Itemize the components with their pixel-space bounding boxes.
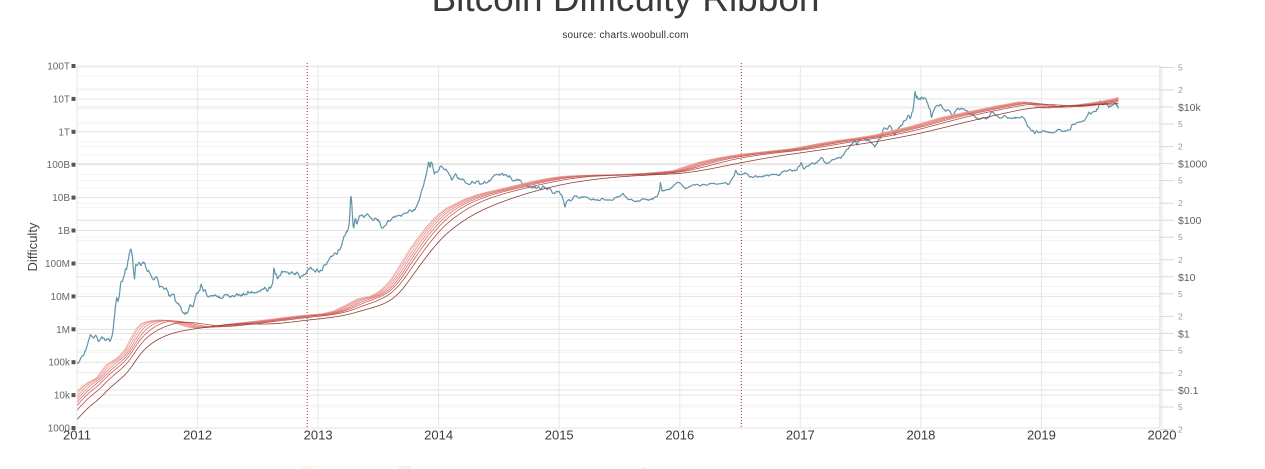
svg-text:5: 5 [1178, 402, 1183, 412]
svg-text:2: 2 [1178, 198, 1183, 208]
svg-text:5: 5 [1178, 232, 1183, 242]
svg-text:$1: $1 [1178, 328, 1190, 340]
svg-text:2: 2 [1178, 425, 1183, 435]
svg-text:100k: 100k [48, 358, 71, 369]
svg-text:1000: 1000 [48, 424, 71, 435]
svg-text:1M: 1M [56, 325, 70, 336]
svg-text:$10: $10 [1178, 272, 1196, 284]
svg-text:2016: 2016 [665, 428, 694, 443]
svg-text:Difficulty: Difficulty [25, 222, 40, 271]
svg-text:2015: 2015 [545, 428, 574, 443]
svg-text:$10k: $10k [1178, 102, 1202, 114]
svg-text:1B: 1B [58, 226, 71, 237]
svg-text:$1000: $1000 [1178, 159, 1207, 171]
svg-text:2: 2 [1178, 255, 1183, 265]
svg-text:2012: 2012 [183, 428, 212, 443]
svg-text:2014: 2014 [424, 428, 453, 443]
svg-text:5: 5 [1178, 289, 1183, 299]
svg-text:5: 5 [1178, 345, 1183, 355]
svg-text:2019: 2019 [1027, 428, 1056, 443]
svg-text:2011: 2011 [63, 428, 91, 443]
svg-text:10M: 10M [51, 292, 70, 303]
svg-text:2: 2 [1178, 368, 1183, 378]
svg-text:2: 2 [1178, 311, 1183, 321]
svg-text:10B: 10B [52, 193, 70, 204]
svg-text:2020: 2020 [1148, 428, 1177, 443]
svg-text:2017: 2017 [786, 428, 815, 443]
svg-text:$0.1: $0.1 [1178, 385, 1199, 397]
svg-text:5: 5 [1178, 176, 1183, 186]
svg-text:10T: 10T [53, 94, 70, 105]
svg-text:1T: 1T [58, 127, 70, 138]
svg-text:10k: 10k [54, 391, 71, 402]
svg-text:5: 5 [1178, 62, 1183, 72]
svg-text:2013: 2013 [304, 428, 333, 443]
svg-text:100B: 100B [47, 160, 71, 171]
svg-text:2: 2 [1178, 142, 1183, 152]
svg-text:100T: 100T [47, 62, 70, 73]
svg-text:$100: $100 [1178, 215, 1202, 227]
svg-text:2018: 2018 [906, 428, 935, 443]
svg-text:2: 2 [1178, 85, 1183, 95]
svg-text:100M: 100M [45, 259, 70, 270]
svg-text:5: 5 [1178, 119, 1183, 129]
